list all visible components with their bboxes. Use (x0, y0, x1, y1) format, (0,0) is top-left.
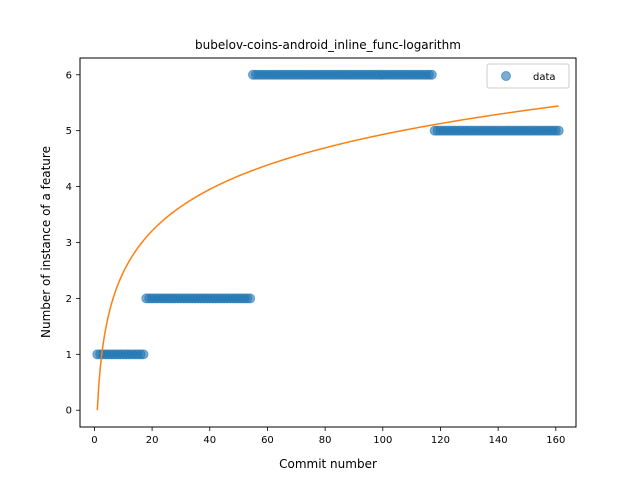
legend: data (486, 63, 570, 89)
data-point (138, 349, 149, 360)
plot-marks (92, 69, 564, 411)
x-tick-label: 60 (261, 435, 274, 446)
x-tick-label: 100 (373, 435, 392, 446)
legend-box (486, 63, 570, 89)
x-tick-label: 120 (431, 435, 450, 446)
axis-ticks: 0 20 40 60 80 100 120 140 160 0 1 2 3 4 5 6 (66, 70, 566, 446)
x-tick-label: 0 (91, 435, 97, 446)
y-tick-label: 2 (66, 294, 72, 305)
y-tick-label: 3 (66, 238, 72, 249)
y-tick-label: 1 (66, 350, 72, 361)
data-point (426, 69, 437, 80)
x-tick-label: 80 (319, 435, 332, 446)
fit-line (96, 105, 559, 411)
x-tick-label: 160 (546, 435, 565, 446)
legend-marker-data (501, 71, 511, 81)
data-point (553, 125, 564, 136)
y-axis-label: Number of instance of a feature (39, 146, 53, 338)
x-tick-label: 140 (489, 435, 508, 446)
y-tick-label: 4 (66, 182, 72, 193)
legend-label-data: data (533, 72, 556, 83)
y-tick-label: 6 (66, 70, 72, 81)
y-tick-label: 0 (66, 406, 72, 417)
x-tick-label: 40 (203, 435, 216, 446)
data-point (245, 293, 256, 304)
x-axis-label: Commit number (279, 457, 377, 471)
y-tick-label: 5 (66, 126, 72, 137)
chart-title: bubelov-coins-android_inline_func-logari… (195, 38, 461, 52)
x-tick-label: 20 (146, 435, 159, 446)
